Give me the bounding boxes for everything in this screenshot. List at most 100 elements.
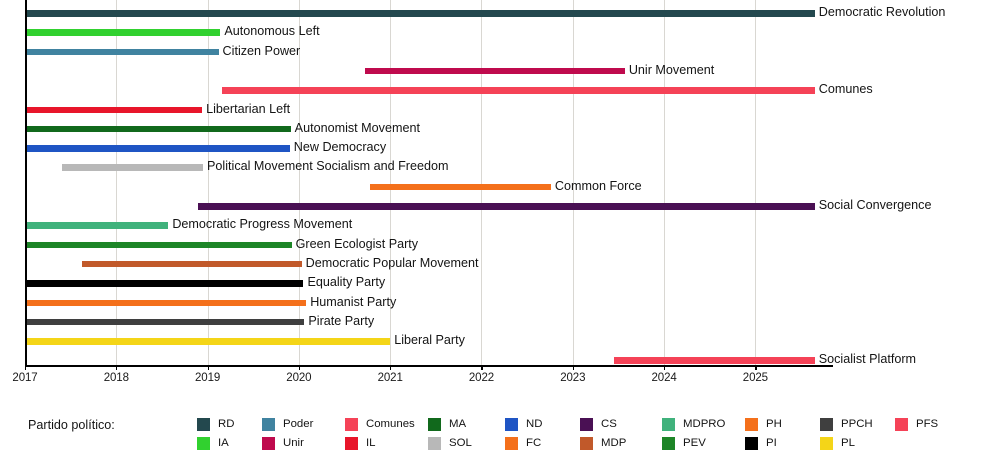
task-label: Social Convergence bbox=[818, 198, 932, 212]
task-label: Socialist Platform bbox=[818, 352, 917, 367]
task-bar[interactable] bbox=[25, 125, 291, 133]
bar-row[interactable]: Liberal Party bbox=[25, 330, 833, 352]
legend-label: PEV bbox=[683, 437, 706, 449]
bar-row[interactable]: Democratic Revolution bbox=[25, 2, 945, 24]
bar-row[interactable]: Green Ecologist Party bbox=[25, 234, 833, 256]
bar-row[interactable]: Humanist Party bbox=[25, 292, 833, 314]
task-bar[interactable] bbox=[25, 241, 292, 249]
bar-row[interactable]: Comunes bbox=[25, 79, 873, 101]
legend-swatch-icon bbox=[662, 437, 675, 450]
legend-swatch-icon bbox=[580, 418, 593, 431]
task-bar[interactable] bbox=[25, 338, 391, 345]
x-tick-mark bbox=[298, 365, 301, 370]
legend-swatch-icon bbox=[262, 437, 275, 450]
task-bar[interactable] bbox=[81, 260, 302, 268]
legend-label: MDPRO bbox=[683, 418, 726, 430]
task-label: New Democracy bbox=[293, 140, 387, 155]
task-label: Humanist Party bbox=[310, 294, 397, 309]
legend-label: FC bbox=[526, 437, 542, 449]
x-tick-label: 2020 bbox=[286, 372, 312, 384]
legend-swatch-icon bbox=[345, 418, 358, 431]
task-bar[interactable] bbox=[25, 145, 290, 152]
task-bar[interactable] bbox=[25, 222, 169, 229]
legend-swatch-icon bbox=[895, 418, 908, 431]
gridline bbox=[664, 0, 666, 365]
x-tick-label: 2023 bbox=[560, 372, 586, 384]
task-bar[interactable] bbox=[25, 29, 221, 36]
task-bar[interactable] bbox=[25, 280, 304, 287]
legend-label: ND bbox=[526, 418, 543, 430]
task-bar[interactable] bbox=[222, 87, 815, 94]
task-bar[interactable] bbox=[25, 48, 219, 56]
bar-row[interactable]: Libertarian Left bbox=[25, 99, 833, 121]
task-label: Unir Movement bbox=[628, 62, 715, 77]
bar-row[interactable]: Democratic Progress Movement bbox=[25, 214, 833, 236]
task-label: Autonomous Left bbox=[224, 24, 320, 39]
bar-row[interactable]: Democratic Popular Movement bbox=[25, 253, 833, 275]
legend-swatch-icon bbox=[505, 437, 518, 450]
legend-label: IA bbox=[218, 437, 229, 449]
legend: Partido político: RD IA Poder Unir Comunes IL… bbox=[0, 404, 1000, 450]
task-bar[interactable] bbox=[198, 203, 815, 210]
bar-row[interactable]: Unir Movement bbox=[25, 60, 833, 82]
bar-row[interactable]: Pirate Party bbox=[25, 311, 833, 333]
legend-label: Comunes bbox=[366, 418, 415, 430]
x-tick-label: 2017 bbox=[12, 372, 38, 384]
task-bar[interactable] bbox=[364, 67, 625, 75]
x-tick-mark bbox=[755, 365, 757, 370]
legend-label: PL bbox=[841, 437, 855, 449]
task-bar[interactable] bbox=[613, 357, 815, 364]
legend-swatch-icon bbox=[428, 418, 441, 431]
task-label: Democratic Progress Movement bbox=[172, 217, 353, 232]
task-label: Equality Party bbox=[307, 275, 386, 290]
x-tick-mark bbox=[481, 365, 483, 370]
legend-label: PI bbox=[766, 437, 777, 449]
task-bar[interactable] bbox=[25, 106, 203, 113]
legend-label: PPCH bbox=[841, 418, 873, 430]
task-label: Libertarian Left bbox=[206, 101, 291, 116]
x-tick-mark bbox=[207, 365, 209, 370]
task-bar[interactable] bbox=[25, 299, 307, 306]
x-tick-label: 2022 bbox=[468, 372, 495, 384]
bar-row[interactable]: Common Force bbox=[25, 176, 833, 198]
x-tick-mark bbox=[572, 365, 574, 370]
legend-swatch-icon bbox=[197, 437, 210, 450]
legend-label: Unir bbox=[283, 437, 304, 449]
task-label: Common Force bbox=[554, 178, 642, 193]
legend-label: RD bbox=[218, 418, 235, 430]
task-bar[interactable] bbox=[25, 10, 815, 17]
gridline bbox=[390, 0, 392, 365]
task-bar[interactable] bbox=[61, 164, 204, 171]
bar-row[interactable]: Equality Party bbox=[25, 272, 833, 294]
task-bar[interactable] bbox=[370, 183, 551, 191]
task-label: Democratic Revolution bbox=[818, 5, 946, 19]
bar-row[interactable]: Socialist Platform bbox=[25, 349, 916, 371]
x-tick-label: 2025 bbox=[742, 372, 768, 384]
gridline bbox=[481, 0, 483, 365]
legend-title: Partido político: bbox=[28, 418, 115, 432]
legend-swatch-icon bbox=[428, 437, 441, 450]
plot-area: Democratic Revolution Autonomous Left Citi… bbox=[25, 0, 945, 366]
bar-row[interactable]: Autonomous Left bbox=[25, 21, 833, 43]
x-tick-mark bbox=[116, 365, 118, 370]
task-label: Comunes bbox=[818, 82, 873, 97]
legend-swatch-icon bbox=[580, 437, 593, 450]
x-tick-label: 2019 bbox=[195, 372, 221, 384]
task-label: Pirate Party bbox=[308, 313, 375, 328]
legend-swatch-icon bbox=[662, 418, 675, 431]
bar-row[interactable]: Citizen Power bbox=[25, 41, 833, 63]
task-label: Autonomist Movement bbox=[294, 120, 420, 135]
x-tick-label: 2024 bbox=[651, 372, 677, 384]
bar-row[interactable]: Political Movement Socialism and Freedom bbox=[25, 156, 833, 178]
legend-swatch-icon bbox=[505, 418, 518, 431]
bar-row[interactable]: Autonomist Movement bbox=[25, 118, 833, 140]
bar-row[interactable]: New Democracy bbox=[25, 137, 833, 159]
bar-row[interactable]: Social Convergence bbox=[25, 195, 931, 217]
gridline bbox=[116, 0, 118, 365]
task-label: Green Ecologist Party bbox=[295, 236, 419, 251]
x-tick-label: 2018 bbox=[103, 372, 129, 384]
gridline bbox=[207, 0, 209, 365]
task-label: Citizen Power bbox=[222, 43, 301, 58]
x-tick-mark bbox=[25, 365, 27, 370]
task-bar[interactable] bbox=[25, 318, 305, 326]
